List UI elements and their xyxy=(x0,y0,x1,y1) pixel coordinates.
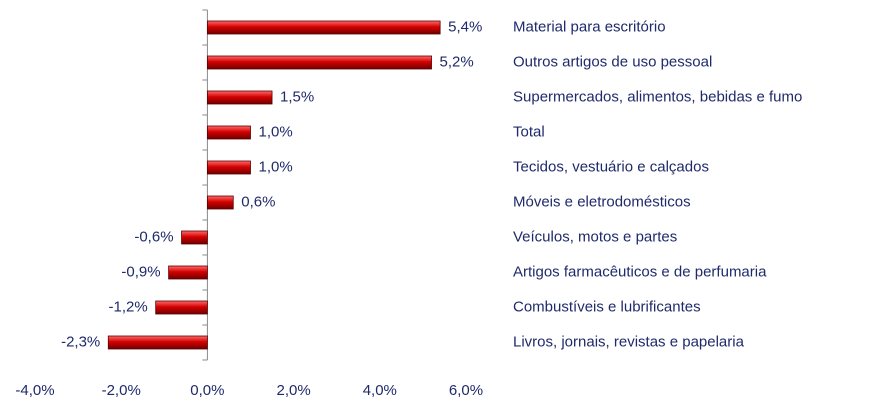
value-label: 0,6% xyxy=(241,193,275,210)
bar xyxy=(206,55,432,70)
category-label: Supermercados, alimentos, bebidas e fumo xyxy=(513,88,802,105)
category-label: Material para escritório xyxy=(513,18,666,35)
value-label: -0,9% xyxy=(121,263,160,280)
value-label: 5,2% xyxy=(440,53,474,70)
value-label: -0,6% xyxy=(134,228,173,245)
x-tick-label: 6,0% xyxy=(449,382,483,399)
value-label: 1,0% xyxy=(259,123,293,140)
value-label: -1,2% xyxy=(108,298,147,315)
category-label: Tecidos, vestuário e calçados xyxy=(513,158,709,175)
bar xyxy=(107,335,208,350)
bar xyxy=(168,265,208,280)
x-tick-label: 2,0% xyxy=(276,382,310,399)
bar xyxy=(206,160,251,175)
x-tick-label: 4,0% xyxy=(363,382,397,399)
x-tick-label: -4,0% xyxy=(15,382,54,399)
x-tick-label: -2,0% xyxy=(102,382,141,399)
bar xyxy=(206,90,273,105)
category-label: Veículos, motos e partes xyxy=(513,228,677,245)
bar xyxy=(155,300,208,315)
bar xyxy=(181,230,208,245)
category-label: Artigos farmacêuticos e de perfumaria xyxy=(513,263,767,280)
category-label: Combustíveis e lubrificantes xyxy=(513,298,701,315)
value-label: -2,3% xyxy=(61,333,100,350)
category-label: Total xyxy=(513,123,545,140)
value-label: 1,5% xyxy=(280,88,314,105)
value-label: 5,4% xyxy=(448,18,482,35)
bar xyxy=(206,195,234,210)
category-label: Outros artigos de uso pessoal xyxy=(513,53,712,70)
value-label: 1,0% xyxy=(259,158,293,175)
category-label: Livros, jornais, revistas e papelaria xyxy=(513,333,745,350)
bar xyxy=(206,20,441,35)
x-tick-label: 0,0% xyxy=(190,382,224,399)
bar xyxy=(206,125,251,140)
category-label: Móveis e eletrodomésticos xyxy=(513,193,691,210)
